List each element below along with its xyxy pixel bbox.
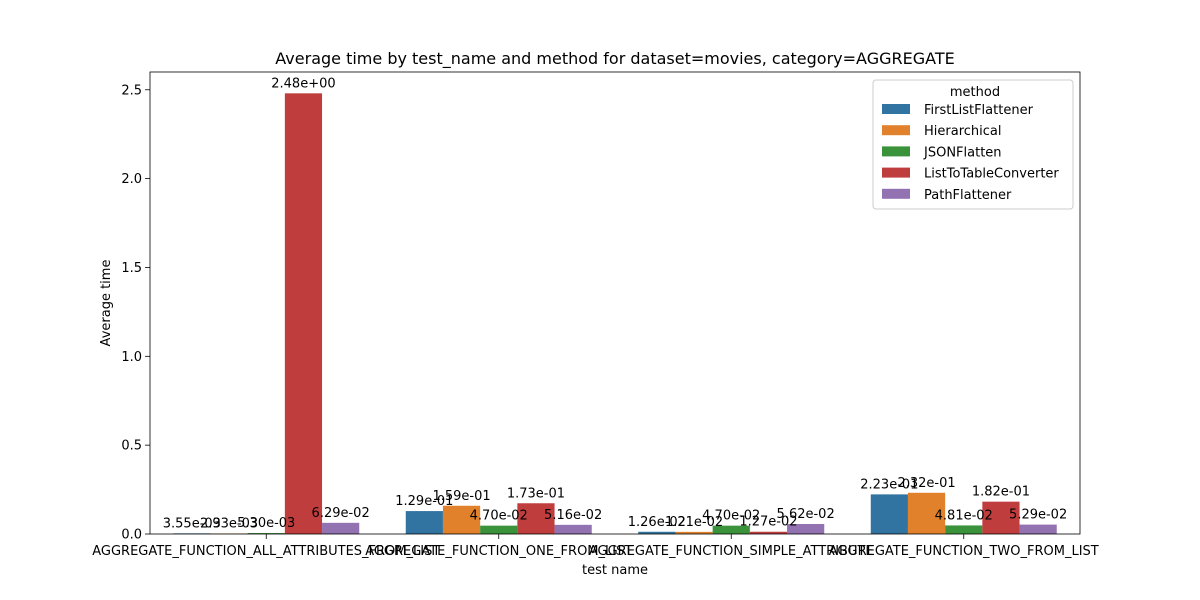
data-label: 4.81e-02 (935, 508, 993, 523)
bar (480, 525, 518, 534)
data-label: 1.59e-01 (432, 489, 490, 504)
data-label: 5.62e-02 (777, 507, 835, 522)
data-label: 1.82e-01 (972, 485, 1030, 500)
y-tick-label: 1.0 (121, 350, 142, 365)
y-tick-label: 0.5 (121, 439, 142, 454)
y-axis-label: Average time (99, 260, 114, 347)
x-tick-label: AGGREGATE_FUNCTION_ALL_ATTRIBUTES_FROM_L… (92, 544, 440, 559)
y-axis: 0.0 0.5 1.0 1.5 2.0 2.5 (121, 83, 150, 543)
data-label: 2.93e-03 (200, 516, 258, 531)
data-label: 3.55e-03 (163, 516, 221, 531)
data-label: 2.23e-01 (860, 477, 918, 492)
legend-label: PathFlattener (924, 188, 1012, 203)
data-label: 4.70e-02 (470, 509, 528, 524)
x-tick-label: AGGREGATE_FUNCTION_SIMPLE_ATTRIBUTE (589, 544, 874, 559)
legend-swatch (882, 167, 910, 178)
y-tick-label: 2.5 (121, 83, 142, 98)
x-axis-label: test name (582, 563, 648, 578)
bar (787, 524, 825, 534)
legend-swatch (882, 125, 910, 136)
bar (405, 511, 443, 534)
bar (517, 503, 555, 534)
bar (284, 93, 323, 534)
data-label: 1.29e-01 (395, 494, 453, 509)
bar (638, 531, 676, 534)
legend-items: FirstListFlattener Hierarchical JSONFlatte… (882, 103, 1059, 203)
data-label: 1.21e-02 (665, 515, 723, 530)
legend-box (872, 79, 1074, 210)
bar (554, 524, 592, 534)
bar (675, 531, 713, 534)
chart-title: Average time by test_name and method for… (275, 49, 954, 69)
data-label: 4.70e-02 (702, 509, 760, 524)
data-label: 5.16e-02 (544, 508, 602, 523)
bar (322, 522, 360, 534)
legend-swatch (882, 104, 910, 114)
legend-swatch (882, 146, 910, 157)
bar (982, 501, 1020, 534)
bar (945, 525, 983, 534)
data-label: 2.32e-01 (897, 476, 955, 491)
y-tick-label: 1.5 (121, 261, 142, 276)
data-label: 6.29e-02 (312, 506, 370, 521)
data-label: 5.30e-03 (237, 516, 295, 531)
bar (749, 531, 788, 534)
legend-label: FirstListFlattener (924, 103, 1034, 118)
x-tick-label: AGGREGATE_FUNCTION_ONE_FROM_LIST (365, 544, 632, 559)
legend-label: JSONFlatten (923, 145, 1002, 160)
data-label: 1.27e-02 (739, 515, 797, 530)
y-tick-label: 2.0 (121, 172, 142, 187)
data-label: 1.26e-02 (628, 515, 686, 530)
legend-label: ListToTableConverter (924, 167, 1059, 182)
data-label: 5.29e-02 (1009, 508, 1067, 523)
legend-label: Hierarchical (924, 124, 1001, 139)
bar (247, 533, 285, 534)
x-tick-label: AGGREGATE_FUNCTION_TWO_FROM_LIST (829, 544, 1099, 559)
x-axis: AGGREGATE_FUNCTION_ALL_ATTRIBUTES_FROM_L… (92, 534, 1099, 559)
y-tick-label: 0.0 (121, 528, 142, 543)
legend-title: method (950, 85, 1000, 100)
bar (870, 494, 908, 534)
data-labels-group: 3.55e-03 1.29e-01 1.26e-02 2.23e-01 2.93e-03… (163, 76, 1067, 531)
plot-frame (149, 71, 1081, 535)
bar (907, 492, 946, 534)
data-label: 1.73e-01 (507, 486, 565, 501)
legend: method FirstListFlattener Hierarchical JSO… (872, 79, 1074, 210)
data-label: 2.48e+00 (271, 76, 335, 91)
legend-swatch (882, 188, 910, 199)
bar (1019, 524, 1057, 534)
bars-group (173, 93, 1057, 534)
bar (712, 525, 750, 534)
bar (442, 505, 481, 534)
